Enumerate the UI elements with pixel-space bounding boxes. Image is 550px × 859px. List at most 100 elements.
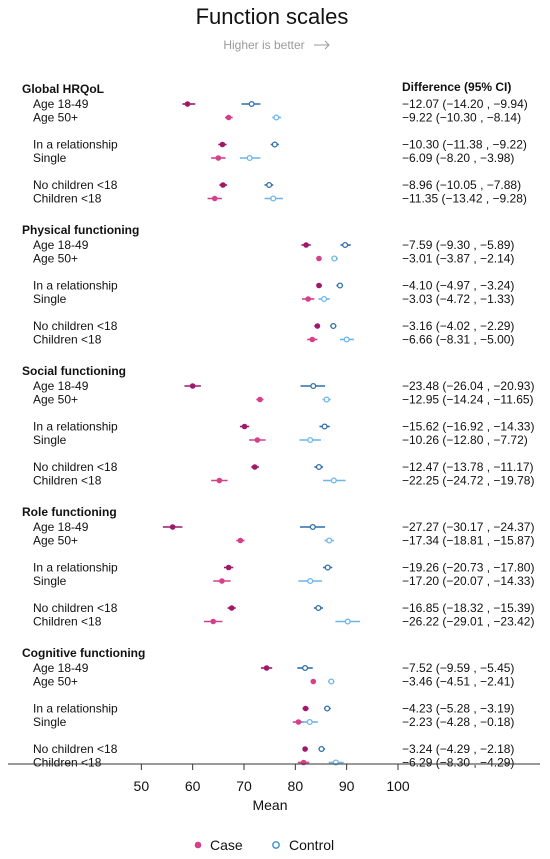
case-point: [251, 464, 258, 470]
case-point: [219, 141, 226, 148]
plot-row: Age 50+ −9.22 (−10.30 , −8.14): [33, 111, 521, 125]
difference-label: −3.24 (−4.29 , −2.18): [402, 742, 514, 756]
control-point: [315, 604, 322, 612]
difference-label: −26.22 (−29.01 , −23.42): [402, 615, 534, 629]
control-point: [302, 664, 309, 672]
x-axis-label: Mean: [252, 797, 287, 813]
x-tick-label: 60: [185, 778, 201, 794]
control-point: [330, 477, 337, 484]
case-point: [302, 705, 309, 712]
case-point: [216, 477, 223, 484]
control-point: [307, 436, 314, 444]
difference-label: −10.26 (−12.80 , −7.72): [402, 433, 528, 447]
row-label: Children <18: [33, 333, 102, 347]
case-point: [225, 564, 232, 571]
difference-label: −12.07 (−14.20 , −9.94): [402, 97, 528, 111]
row-label: No children <18: [33, 742, 118, 756]
plot-row: In a relationship −10.30 (−11.38 , −9.22): [33, 138, 527, 152]
control-point: [248, 100, 255, 108]
row-label: Age 50+: [33, 534, 78, 548]
plot-row: Age 50+ −17.34 (−18.81 , −15.87): [33, 534, 534, 548]
row-label: Age 18-49: [33, 379, 89, 393]
difference-label: −17.34 (−18.81 , −15.87): [402, 534, 534, 548]
plot-row: No children <18 −3.24 (−4.29 , −2.18): [33, 742, 514, 756]
row-label: Children <18: [33, 756, 102, 770]
case-point: [257, 396, 263, 403]
row-label: Age 50+: [33, 393, 78, 407]
case-point: [303, 242, 309, 248]
difference-label: −23.48 (−26.04 , −20.93): [402, 379, 534, 393]
control-point: [330, 322, 337, 330]
control-point: [318, 745, 325, 753]
legend: Case Control: [194, 837, 334, 853]
case-point: [302, 746, 308, 752]
control-point: [321, 423, 328, 430]
section-title: Physical functioning: [22, 223, 139, 237]
row-label: Single: [33, 151, 67, 165]
control-point: [271, 141, 278, 148]
control-point: [323, 396, 330, 403]
x-tick-label: 80: [288, 778, 304, 794]
control-point: [328, 678, 335, 685]
x-tick-label: 70: [236, 778, 252, 794]
plot-row: Children <18 −6.66 (−8.31 , −5.00): [33, 333, 514, 347]
plot-row: Age 50+ −12.95 (−14.24 , −11.65): [33, 393, 534, 407]
row-label: Single: [33, 292, 67, 306]
row-label: Age 18-49: [33, 97, 89, 111]
plot-row: No children <18 −16.85 (−18.32 , −15.39): [33, 601, 534, 615]
plot-row: In a relationship −4.23 (−5.28 , −3.19): [33, 702, 514, 716]
case-point: [305, 296, 311, 302]
case-point: [295, 719, 302, 725]
control-point: [331, 255, 338, 262]
case-point: [310, 678, 317, 685]
control-point: [306, 718, 313, 726]
control-point: [344, 618, 351, 625]
control-point: [307, 577, 314, 585]
difference-label: −3.16 (−4.02 , −2.29): [402, 319, 514, 333]
row-label: Children <18: [33, 474, 102, 488]
x-tick-label: 90: [339, 778, 355, 794]
case-point: [211, 195, 218, 202]
row-label: Age 18-49: [33, 238, 89, 252]
case-point: [316, 282, 322, 289]
plot-row: Age 50+ −3.01 (−3.87 , −2.14): [33, 252, 514, 266]
control-point: [315, 463, 322, 471]
difference-label: −12.47 (−13.78 , −11.17): [402, 460, 534, 474]
difference-label: −9.22 (−10.30 , −8.14): [402, 111, 521, 125]
case-point: [241, 423, 248, 430]
plot-row: No children <18 −8.96 (−10.05 , −7.88): [33, 178, 521, 192]
section-title: Cognitive functioning: [22, 646, 145, 660]
row-label: No children <18: [33, 178, 118, 192]
control-point: [343, 336, 350, 343]
plot-row: Age 18-49 −23.48 (−26.04 , −20.93): [33, 379, 534, 393]
row-label: Children <18: [33, 615, 102, 629]
difference-label: −8.96 (−10.05 , −7.88): [402, 178, 521, 192]
row-label: In a relationship: [33, 420, 118, 434]
plot-row: Single −2.23 (−4.28 , −0.18): [33, 715, 514, 729]
case-point: [215, 155, 222, 161]
control-point: [324, 564, 331, 571]
plot-row: In a relationship −15.62 (−16.92 , −14.33…: [33, 420, 534, 434]
plot-row: In a relationship −4.10 (−4.97 , −3.24): [33, 279, 514, 293]
control-point: [342, 241, 349, 249]
control-point: [336, 282, 344, 289]
higher-is-better-arrow-icon: [314, 40, 330, 50]
control-point: [310, 382, 317, 390]
row-label: Age 50+: [33, 675, 78, 689]
case-point: [309, 336, 316, 343]
difference-label: −4.10 (−4.97 , −3.24): [402, 279, 514, 293]
difference-label: −22.25 (−24.72 , −19.78): [402, 474, 534, 488]
row-label: No children <18: [33, 460, 118, 474]
row-label: No children <18: [33, 601, 118, 615]
case-point: [225, 114, 232, 121]
difference-label: −11.35 (−13.42 , −9.28): [402, 192, 527, 206]
row-label: In a relationship: [33, 279, 118, 293]
difference-label: −6.09 (−8.20 , −3.98): [402, 151, 514, 165]
case-point: [237, 537, 244, 544]
difference-label: −19.26 (−20.73 , −17.80): [402, 561, 534, 575]
row-label: In a relationship: [33, 138, 118, 152]
plot-row: Children <18 −26.22 (−29.01 , −23.42): [33, 615, 534, 629]
section-title: Global HRQoL: [22, 82, 104, 96]
difference-label: −7.59 (−9.30 , −5.89): [402, 238, 514, 252]
